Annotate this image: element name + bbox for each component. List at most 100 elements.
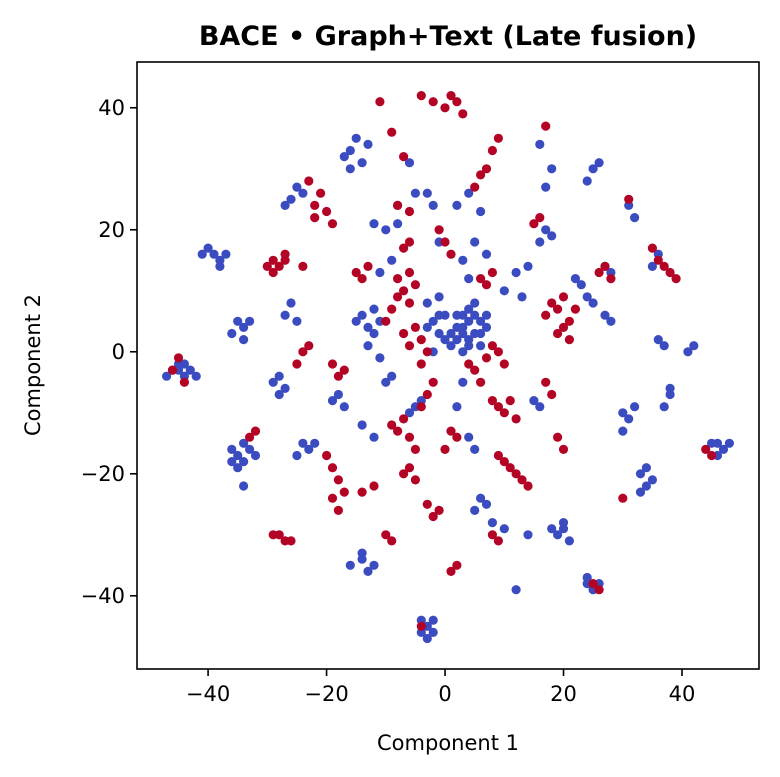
scatter-point: [452, 200, 462, 210]
scatter-point: [487, 396, 497, 406]
scatter-point: [399, 152, 409, 162]
scatter-point: [481, 499, 492, 509]
scatter-point: [404, 463, 415, 473]
scatter-point: [547, 298, 557, 308]
scatter-point: [233, 316, 243, 326]
scatter-point: [292, 359, 302, 369]
scatter-point: [606, 316, 616, 326]
scatter-point: [452, 97, 462, 107]
scatter-point: [280, 383, 290, 393]
scatter-point: [440, 310, 450, 320]
scatter-point: [404, 298, 415, 308]
scatter-point: [647, 261, 658, 271]
scatter-point: [292, 450, 302, 461]
scatter-point: [345, 164, 355, 174]
scatter-point: [487, 267, 497, 278]
scatter-point: [600, 261, 610, 271]
scatter-point: [635, 469, 646, 479]
scatter-point: [245, 432, 255, 442]
y-tick-label: −20: [81, 462, 125, 486]
scatter-point: [280, 310, 290, 320]
scatter-point: [481, 310, 492, 320]
scatter-point: [339, 365, 349, 375]
scatter-point: [458, 347, 468, 357]
scatter-point: [493, 133, 503, 143]
scatter-point: [239, 438, 249, 448]
scatter-point: [167, 365, 178, 375]
scatter-point: [446, 341, 456, 351]
scatter-point: [487, 341, 497, 351]
scatter-point: [624, 414, 634, 424]
scatter-point: [404, 341, 415, 351]
scatter-point: [511, 267, 521, 278]
scatter-point: [387, 127, 397, 137]
scatter-point: [239, 481, 249, 491]
scatter-point: [523, 261, 533, 271]
scatter-point: [369, 219, 379, 229]
scatter-point: [428, 615, 438, 625]
scatter-point: [541, 182, 551, 192]
scatter-point: [493, 347, 503, 357]
scatter-point: [369, 481, 379, 491]
scatter-point: [707, 450, 717, 461]
scatter-point: [718, 444, 729, 454]
y-tick-label: 0: [112, 340, 125, 364]
scatter-point: [558, 322, 569, 332]
scatter-point: [647, 243, 658, 253]
scatter-point: [576, 280, 586, 290]
scatter-point: [600, 310, 610, 320]
scatter-point: [363, 566, 373, 577]
scatter-point: [476, 274, 486, 284]
scatter-point: [476, 493, 486, 503]
scatter-point: [345, 560, 355, 570]
scatter-point: [416, 91, 426, 101]
scatter-point: [499, 408, 509, 418]
scatter-point: [553, 328, 563, 339]
scatter-point: [446, 566, 456, 577]
x-tick-label: −20: [304, 682, 348, 706]
scatter-point: [481, 322, 492, 332]
scatter-point: [357, 310, 367, 320]
scatter-point: [547, 524, 557, 534]
scatter-point: [470, 298, 480, 308]
scatter-point: [268, 255, 278, 265]
scatter-point: [357, 487, 367, 497]
scatter-point: [399, 286, 409, 296]
scatter-point: [499, 457, 509, 467]
scatter-point: [517, 292, 527, 302]
scatter-point: [404, 408, 415, 418]
scatter-point: [316, 188, 326, 198]
scatter-point: [535, 139, 545, 149]
scatter-point: [701, 444, 711, 454]
scatter-point: [464, 274, 474, 284]
scatter-point: [464, 304, 474, 314]
scatter-point: [274, 261, 284, 271]
scatter-point: [535, 213, 545, 223]
scatter-point: [564, 335, 575, 345]
scatter-point: [233, 463, 243, 473]
scatter-point: [239, 335, 249, 345]
scatter-point: [493, 450, 503, 461]
scatter-point: [653, 255, 663, 265]
scatter-point: [369, 328, 379, 339]
scatter-point: [404, 432, 415, 442]
scatter-point: [381, 225, 391, 235]
scatter-point: [280, 249, 290, 259]
scatter-point: [440, 103, 450, 113]
scatter-point: [345, 145, 355, 156]
scatter-point: [476, 328, 486, 339]
scatter-point: [476, 377, 486, 387]
scatter-point: [464, 316, 474, 326]
scatter-point: [233, 450, 243, 461]
scatter-point: [239, 457, 249, 467]
x-axis-ticks: −40 −20 0 20 40: [186, 669, 695, 706]
scatter-point: [381, 530, 391, 540]
scatter-point: [618, 426, 628, 436]
scatter-point: [327, 396, 338, 406]
scatter-point: [594, 585, 604, 595]
scatter-point: [630, 402, 640, 412]
scatter-point: [618, 493, 628, 503]
scatter-point: [268, 267, 278, 278]
scatter-point: [363, 139, 373, 149]
scatter-point: [434, 225, 444, 235]
